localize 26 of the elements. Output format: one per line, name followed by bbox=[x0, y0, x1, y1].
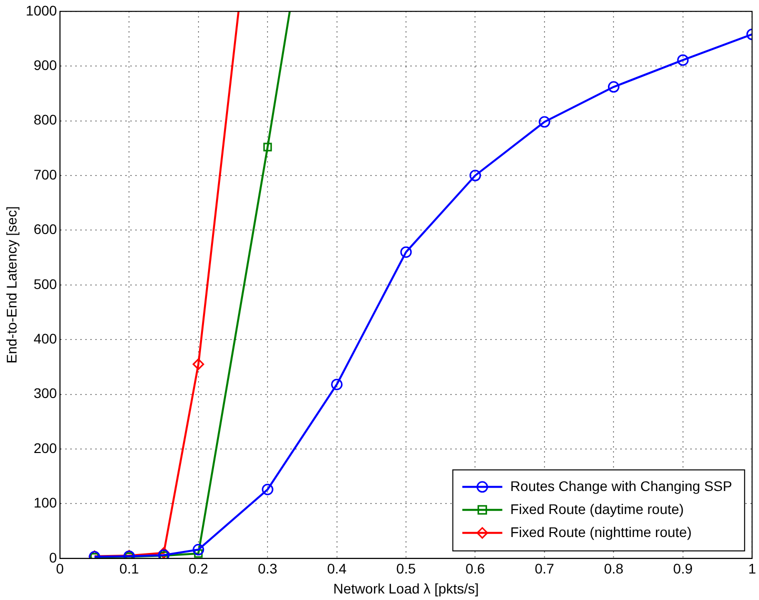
x-tick-label: 1 bbox=[748, 560, 756, 577]
y-tick-label: 0 bbox=[49, 549, 58, 566]
x-tick-label: 0.9 bbox=[673, 560, 693, 577]
x-tick-label: 0.6 bbox=[466, 560, 486, 577]
legend-label: Fixed Route (daytime route) bbox=[510, 500, 684, 517]
x-axis-title: Network Load λ [pkts/s] bbox=[333, 580, 479, 596]
y-axis-title: End-to-End Latency [sec] bbox=[3, 206, 20, 364]
y-tick-label: 500 bbox=[34, 276, 58, 292]
x-tick-label: 0.7 bbox=[534, 560, 554, 577]
x-tick-label: 0.1 bbox=[119, 560, 140, 577]
y-tick-label: 100 bbox=[34, 494, 58, 511]
x-tick-label: 0.8 bbox=[604, 560, 624, 577]
y-tick-label: 1000 bbox=[26, 2, 58, 18]
y-tick-label: 600 bbox=[34, 221, 58, 238]
legend-label: Fixed Route (nighttime route) bbox=[510, 524, 692, 540]
y-tick-label: 700 bbox=[34, 166, 58, 182]
y-tick-label: 400 bbox=[34, 330, 58, 346]
x-tick-label: 0.2 bbox=[188, 560, 208, 577]
x-tick-label: 0.5 bbox=[396, 560, 416, 577]
x-tick-label: 0.4 bbox=[327, 560, 347, 577]
y-tick-label: 900 bbox=[34, 56, 58, 73]
y-tick-label: 800 bbox=[34, 112, 58, 128]
x-tick-label: 0.3 bbox=[258, 560, 278, 577]
y-tick-label: 200 bbox=[34, 440, 58, 456]
legend-label: Routes Change with Changing SSP bbox=[510, 478, 732, 494]
y-tick-label: 300 bbox=[34, 385, 58, 402]
